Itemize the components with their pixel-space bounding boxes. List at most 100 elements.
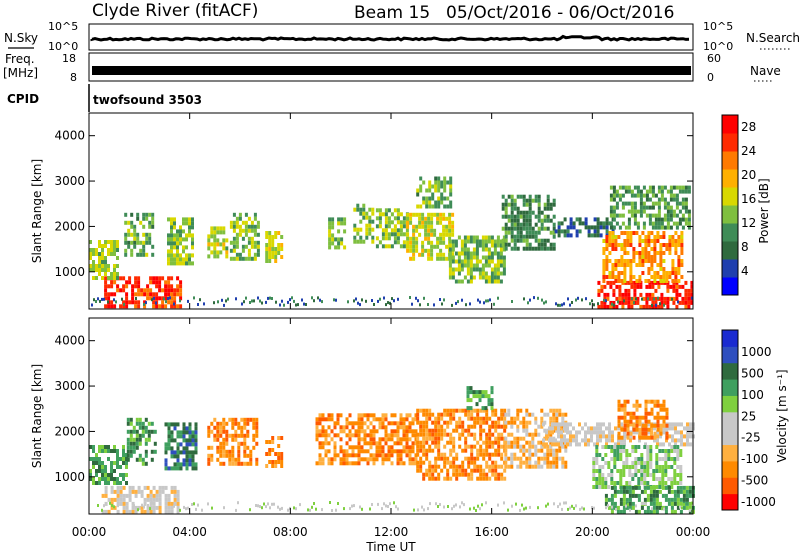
heatmap-cell <box>161 304 165 309</box>
heatmap-cell <box>142 224 146 229</box>
heatmap-cell <box>447 505 449 508</box>
heatmap-cell <box>657 209 661 214</box>
heatmap-cell <box>629 411 633 416</box>
heatmap-cell <box>649 465 653 469</box>
heatmap-cell <box>624 300 628 305</box>
heatmap-cell <box>130 220 134 225</box>
heatmap-cell <box>667 457 671 461</box>
heatmap-cell <box>504 198 508 203</box>
heatmap-cell <box>602 225 606 230</box>
heatmap-cell <box>644 415 648 420</box>
heatmap-cell <box>458 416 462 421</box>
heatmap-cell <box>494 448 498 453</box>
heatmap-cell <box>637 477 641 481</box>
heatmap-cell <box>499 279 503 284</box>
heatmap-cell <box>632 275 636 279</box>
heatmap-cell <box>499 271 503 276</box>
heatmap-cell <box>592 477 596 481</box>
heatmap-cell <box>619 457 623 461</box>
heatmap-cell <box>537 194 541 199</box>
heatmap-cell <box>611 263 615 267</box>
heatmap-cell <box>617 259 621 263</box>
heatmap-cell <box>578 217 582 222</box>
heatmap-cell <box>481 239 485 244</box>
heatmap-cell <box>116 276 119 280</box>
heatmap-cell <box>265 464 269 468</box>
heatmap-cell <box>525 242 529 247</box>
heatmap-cell <box>113 264 116 268</box>
heatmap-cell <box>516 226 520 231</box>
heatmap-cell <box>89 457 92 461</box>
heatmap-cell <box>561 416 565 421</box>
heatmap-cell <box>428 444 432 449</box>
heatmap-cell <box>396 433 400 438</box>
heatmap-cell <box>431 472 435 477</box>
heatmap-cell <box>372 413 376 418</box>
heatmap-cell <box>497 296 499 300</box>
heatmap-cell <box>596 434 599 439</box>
heatmap-cell <box>491 464 495 469</box>
heatmap-cell <box>648 213 652 218</box>
heatmap-cell <box>431 192 435 197</box>
heatmap-cell <box>666 284 670 289</box>
heatmap-cell <box>546 194 550 199</box>
heatmap-cell <box>679 489 683 494</box>
heatmap-cell <box>457 251 461 256</box>
heatmap-cell <box>647 251 651 255</box>
heatmap-cell <box>448 216 452 221</box>
heatmap-cell <box>554 442 557 447</box>
heatmap-cell <box>225 429 229 434</box>
heatmap-cell <box>525 408 529 413</box>
heatmap-cell <box>213 301 215 305</box>
heatmap-cell <box>677 422 680 427</box>
heatmap-cell <box>473 464 477 469</box>
heatmap-cell <box>466 267 470 272</box>
heatmap-cell <box>387 449 391 454</box>
heatmap-cell <box>399 417 403 422</box>
heatmap-cell <box>664 453 668 457</box>
heatmap-cell <box>546 238 550 243</box>
heatmap-cell <box>657 201 661 206</box>
heatmap-cell <box>612 304 616 309</box>
heatmap-cell <box>618 288 622 293</box>
heatmap-cell <box>569 422 572 427</box>
heatmap-cell <box>324 449 328 454</box>
heatmap-cell <box>207 238 211 243</box>
heatmap-cell <box>685 501 689 506</box>
heatmap-cell <box>357 441 361 446</box>
heatmap-cell <box>602 434 605 439</box>
heatmap-cell <box>628 493 632 498</box>
heatmap-cell <box>451 243 455 248</box>
heatmap-cell <box>402 425 406 430</box>
heatmap-cell <box>443 464 447 469</box>
heatmap-cell <box>110 489 114 494</box>
heatmap-cell <box>95 473 98 477</box>
heatmap-cell <box>611 231 615 235</box>
heatmap-cell <box>360 449 364 454</box>
heatmap-cell <box>217 300 219 304</box>
heatmap-cell <box>339 429 343 434</box>
heatmap-cell <box>496 259 500 264</box>
heatmap-cell <box>249 417 253 422</box>
heatmap-cell <box>567 297 569 301</box>
heatmap-cell <box>469 239 473 244</box>
heatmap-cell <box>478 259 482 264</box>
heatmap-cell <box>470 444 474 449</box>
heatmap-cell <box>434 424 438 429</box>
heatmap-cell <box>119 304 123 309</box>
heatmap-cell <box>631 505 635 510</box>
heatmap-cell <box>513 226 517 231</box>
heatmap-cell <box>348 453 352 458</box>
heatmap-cell <box>488 456 492 461</box>
heatmap-cell <box>227 297 229 301</box>
heatmap-cell <box>431 432 435 437</box>
heatmap-cell <box>654 288 658 293</box>
heatmap-cell <box>617 438 620 443</box>
heatmap-cell <box>525 210 529 215</box>
heatmap-cell <box>219 230 223 235</box>
heatmap-cell <box>173 241 176 246</box>
heatmap-cell <box>443 476 447 481</box>
heatmap-cell <box>104 272 107 276</box>
heatmap-cell <box>446 460 450 465</box>
heatmap-cell <box>617 435 621 440</box>
